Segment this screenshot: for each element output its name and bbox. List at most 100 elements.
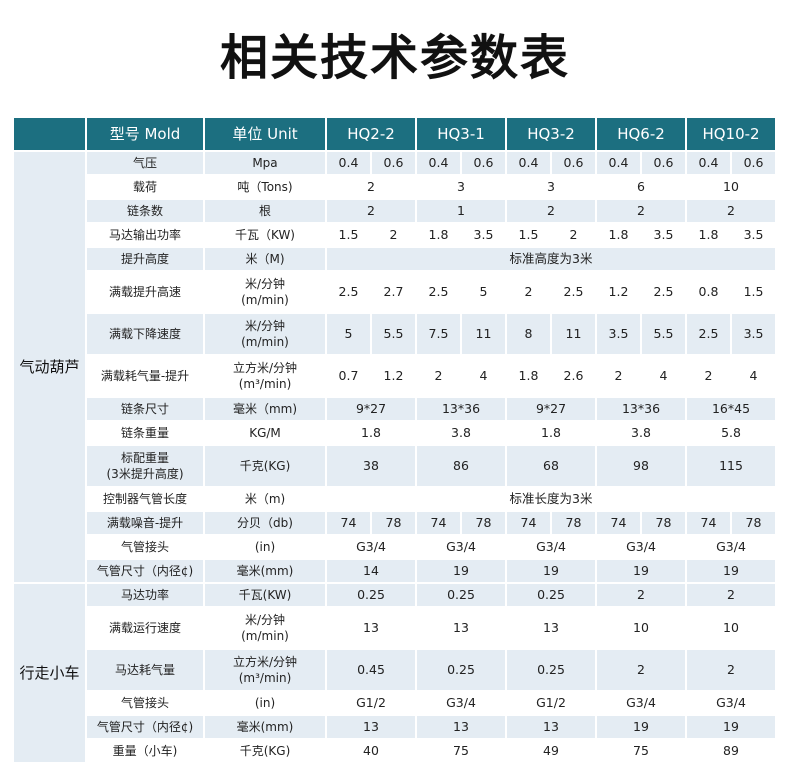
value-cell: 13: [326, 715, 417, 740]
row-unit: 根: [204, 199, 327, 224]
value-cell: G1/2: [326, 691, 417, 716]
value-cell: 49: [506, 739, 597, 764]
value-cell: 0.6: [461, 151, 507, 176]
row-label: 控制器气管长度: [86, 487, 205, 512]
row-unit: 吨（Tons): [204, 175, 327, 200]
table-row: 气动葫芦 气压 Mpa 0.4 0.6 0.4 0.6 0.4 0.6 0.4 0.6 0.4 0.6: [14, 151, 778, 584]
row-label: 载荷: [86, 175, 205, 200]
header-model-hq10-2: HQ10-2: [686, 118, 778, 152]
row-unit: KG/M: [204, 421, 327, 446]
value-cell: 3: [506, 175, 597, 200]
row-label: 提升高度: [86, 247, 205, 272]
value-cell: 0.4: [416, 151, 462, 176]
value-cell: 1.5: [731, 271, 778, 314]
value-cell: 2: [326, 199, 417, 224]
row-label: 气管尺寸（内径¢): [86, 715, 205, 740]
value-cell: 10: [686, 175, 778, 200]
value-cell: 1.8: [416, 223, 462, 248]
value-cell: 0.25: [506, 582, 597, 608]
value-cell: 5.5: [371, 313, 417, 356]
row-unit: 米（M): [204, 247, 327, 272]
value-cell: G3/4: [506, 535, 597, 560]
value-cell: G1/2: [506, 691, 597, 716]
header-row: 型号 Mold 单位 Unit HQ2-2 HQ3-1 HQ3-2 HQ6-2 …: [14, 118, 778, 152]
value-cell: 1.2: [371, 355, 417, 398]
value-cell: 2: [551, 223, 597, 248]
row-label: 气管尺寸（内径¢): [86, 559, 205, 584]
value-cell: 89: [686, 739, 778, 764]
row-unit: (in): [204, 691, 327, 716]
value-cell: 16*45: [686, 397, 778, 422]
value-cell: 0.4: [686, 151, 732, 176]
row-unit: 米（m): [204, 487, 327, 512]
row-label: 链条重量: [86, 421, 205, 446]
section-label: 行走小车: [14, 582, 87, 764]
value-cell: 2: [416, 355, 462, 398]
row-label: 链条数: [86, 199, 205, 224]
value-cell: 2: [596, 355, 642, 398]
row-label: 气管接头: [86, 691, 205, 716]
value-cell: 68: [506, 445, 597, 488]
value-cell: 3.8: [416, 421, 507, 446]
value-cell: G3/4: [596, 691, 687, 716]
value-cell: 78: [461, 511, 507, 536]
table-row: 满载耗气量-提升 立方米/分钟 (m³/min) 0.7 1.2 2 4 1.8 2.6 2 4 2 4: [14, 355, 778, 398]
table-row: 链条重量 KG/M 1.8 3.8 1.8 3.8 5.8: [14, 421, 778, 446]
table-row: 标配重量 (3米提升高度) 千克(KG) 38 86 68 98 115: [14, 445, 778, 488]
value-cell: 1.5: [326, 223, 372, 248]
row-unit: 立方米/分钟 (m³/min): [204, 649, 327, 692]
value-cell: 13: [506, 607, 597, 650]
value-cell: 8: [506, 313, 552, 356]
row-label: 满载耗气量-提升: [86, 355, 205, 398]
value-cell: 78: [641, 511, 687, 536]
row-unit: 分贝（db): [204, 511, 327, 536]
value-cell: 115: [686, 445, 778, 488]
value-cell: 74: [416, 511, 462, 536]
value-cell: 1.8: [506, 355, 552, 398]
value-cell: 1.5: [506, 223, 552, 248]
value-cell: 74: [686, 511, 732, 536]
value-cell: 3: [416, 175, 507, 200]
value-cell: 4: [641, 355, 687, 398]
value-cell: 11: [551, 313, 597, 356]
value-cell: 1.8: [596, 223, 642, 248]
row-label: 链条尺寸: [86, 397, 205, 422]
value-cell: 标准长度为3米: [326, 487, 778, 512]
value-cell: 78: [371, 511, 417, 536]
value-cell: 4: [461, 355, 507, 398]
value-cell: 2: [686, 199, 778, 224]
value-cell: 标准高度为3米: [326, 247, 778, 272]
value-cell: 2.5: [551, 271, 597, 314]
spec-table-body: 气动葫芦 气压 Mpa 0.4 0.6 0.4 0.6 0.4 0.6 0.4 0.6 0.4 0.6 载…: [14, 151, 778, 764]
row-label: 重量（小车): [86, 739, 205, 764]
row-label: 满载提升高速: [86, 271, 205, 314]
value-cell: 5.5: [641, 313, 687, 356]
table-row: 链条尺寸 毫米（mm) 9*27 13*36 9*27 13*36 16*45: [14, 397, 778, 422]
value-cell: 7.5: [416, 313, 462, 356]
value-cell: 40: [326, 739, 417, 764]
value-cell: 0.4: [596, 151, 642, 176]
row-label: 气压: [86, 151, 205, 176]
header-model-hq2-2: HQ2-2: [326, 118, 417, 152]
table-row: 满载噪音-提升 分贝（db) 74 78 74 78 74 78 74 78 74 78: [14, 511, 778, 536]
value-cell: 0.4: [506, 151, 552, 176]
table-row: 气管接头 (in) G3/4 G3/4 G3/4 G3/4 G3/4: [14, 535, 778, 560]
value-cell: 6: [596, 175, 687, 200]
value-cell: 1: [416, 199, 507, 224]
section-label: 气动葫芦: [14, 151, 87, 584]
header-model-hq6-2: HQ6-2: [596, 118, 687, 152]
value-cell: 0.45: [326, 649, 417, 692]
value-cell: 2.6: [551, 355, 597, 398]
value-cell: 10: [596, 607, 687, 650]
value-cell: 74: [326, 511, 372, 536]
row-unit: 毫米(mm): [204, 559, 327, 584]
table-row: 重量（小车) 千克(KG) 40 75 49 75 89: [14, 739, 778, 764]
value-cell: 19: [506, 559, 597, 584]
value-cell: 1.8: [506, 421, 597, 446]
value-cell: 2.5: [326, 271, 372, 314]
value-cell: 2.5: [641, 271, 687, 314]
value-cell: 5: [326, 313, 372, 356]
value-cell: 19: [596, 559, 687, 584]
value-cell: 74: [506, 511, 552, 536]
header-corner: [14, 118, 87, 152]
